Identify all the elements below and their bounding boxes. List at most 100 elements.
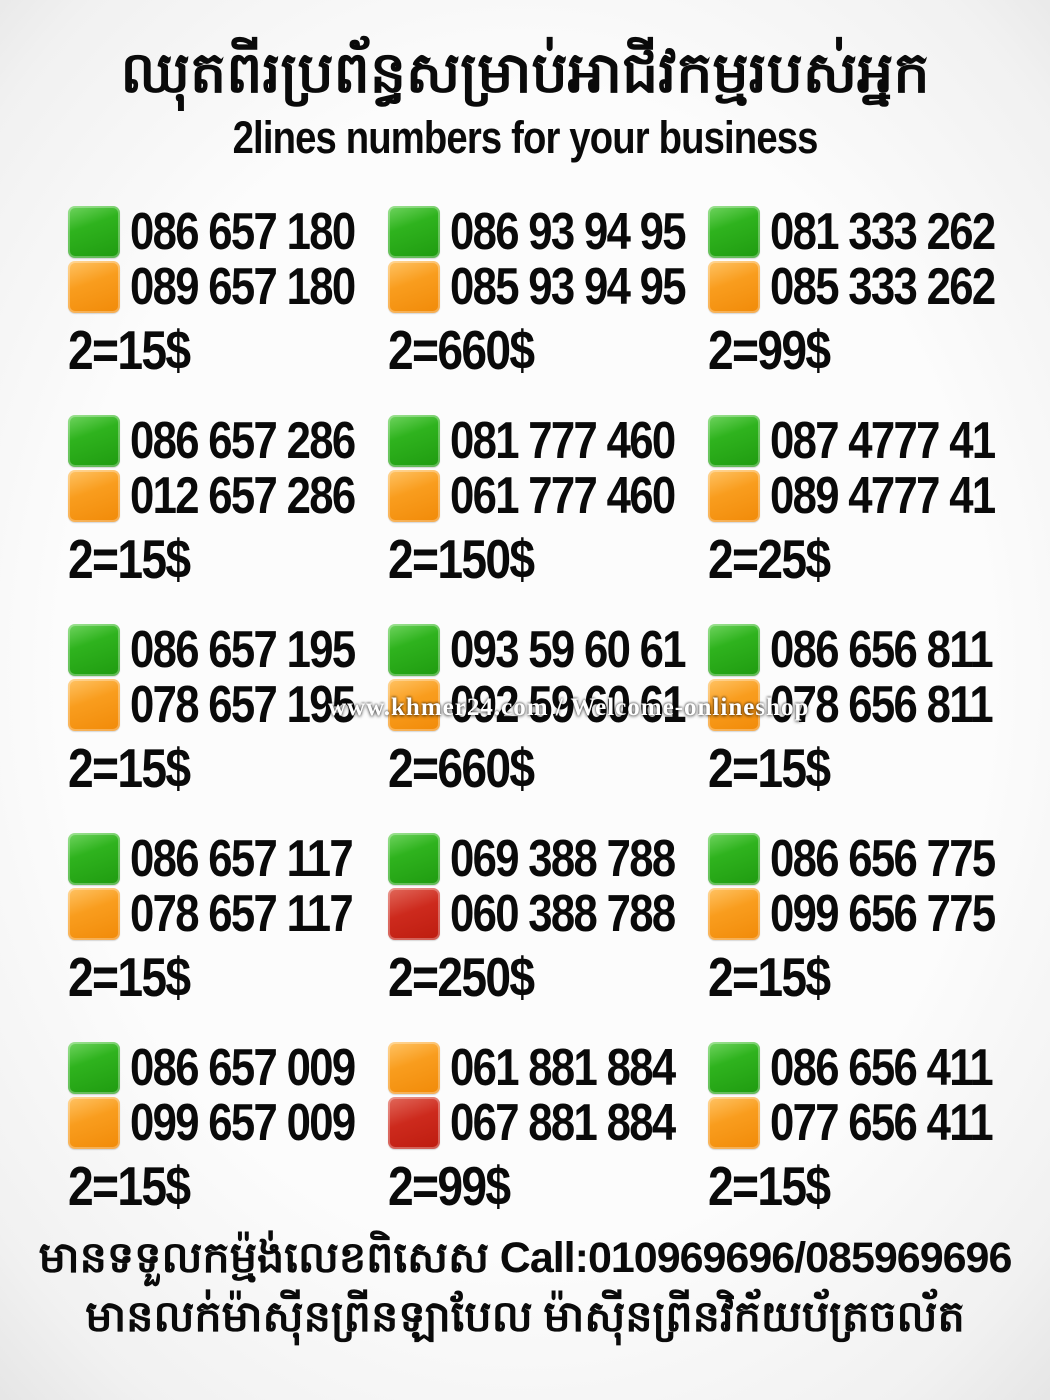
- phone-number: 086 656 811: [770, 621, 994, 680]
- price-label: 2=15$: [708, 1155, 831, 1218]
- number-card: 093 59 60 61 092 59 60 61 2=660$: [388, 621, 708, 800]
- number-line: 061 777 460: [388, 467, 708, 525]
- phone-number: 081 333 262: [770, 203, 996, 262]
- page-subtitle-text: 2lines numbers for your business: [232, 112, 819, 164]
- number-line: 085 93 94 95: [388, 258, 708, 316]
- phone-number: 099 657 009: [130, 1094, 356, 1153]
- header: ឈុតពីរប្រព័ន្ធសម្រាប់អាជីវកម្មរបស់អ្នក 2…: [0, 0, 1050, 164]
- number-card: 086 656 811 078 656 811 2=15$: [708, 621, 1037, 800]
- price-label: 2=250$: [388, 946, 535, 1009]
- footer-line1-khmer: មានទទួលកម្ម៉ង់លេខពិសេស: [38, 1234, 490, 1282]
- number-card: 069 388 788 060 388 788 2=250$: [388, 830, 708, 1009]
- sim-color-square-icon: [388, 470, 440, 523]
- sim-color-square-icon: [68, 888, 120, 941]
- sim-color-square-icon: [68, 261, 120, 314]
- number-line: 060 388 788: [388, 885, 708, 943]
- number-card: 086 657 009 099 657 009 2=15$: [68, 1039, 388, 1218]
- number-card: 086 657 180 089 657 180 2=15$: [68, 203, 388, 382]
- number-line: 081 777 460: [388, 412, 708, 470]
- phone-number: 078 657 195: [130, 676, 356, 735]
- card-lines: 081 777 460 061 777 460: [388, 412, 708, 525]
- price-label: 2=15$: [68, 319, 191, 382]
- price-label: 2=15$: [68, 1155, 191, 1218]
- numbers-grid: 086 657 180 089 657 180 2=15$ 086 93 94 …: [0, 203, 1050, 1218]
- phone-number: 061 881 884: [450, 1039, 676, 1098]
- number-line: 089 4777 41: [708, 467, 1037, 525]
- sim-color-square-icon: [68, 206, 120, 259]
- phone-number: 085 333 262: [770, 258, 996, 317]
- phone-number: 089 657 180: [130, 258, 356, 317]
- card-lines: 093 59 60 61 092 59 60 61: [388, 621, 708, 734]
- card-lines: 086 657 009 099 657 009: [68, 1039, 388, 1152]
- number-line: 012 657 286: [68, 467, 388, 525]
- phone-number: 086 657 117: [130, 830, 354, 889]
- sim-color-square-icon: [68, 833, 120, 886]
- sim-color-square-icon: [388, 833, 440, 886]
- number-line: 092 59 60 61: [388, 676, 708, 734]
- price-label: 2=25$: [708, 528, 831, 591]
- phone-number: 061 777 460: [450, 467, 676, 526]
- card-lines: 086 656 775 099 656 775: [708, 830, 1037, 943]
- sim-color-square-icon: [68, 679, 120, 732]
- card-lines: 086 657 180 089 657 180: [68, 203, 388, 316]
- sim-color-square-icon: [708, 624, 760, 677]
- number-line: 086 93 94 95: [388, 203, 708, 261]
- sim-color-square-icon: [708, 1042, 760, 1095]
- sim-color-square-icon: [388, 624, 440, 677]
- phone-number: 078 656 811: [770, 676, 994, 735]
- number-card: 087 4777 41 089 4777 41 2=25$: [708, 412, 1037, 591]
- phone-number: 093 59 60 61: [450, 621, 687, 680]
- number-line: 099 656 775: [708, 885, 1037, 943]
- phone-number: 086 656 411: [770, 1039, 994, 1098]
- sim-color-square-icon: [708, 833, 760, 886]
- number-line: 086 657 180: [68, 203, 388, 261]
- sim-color-square-icon: [708, 261, 760, 314]
- sim-color-square-icon: [388, 1097, 440, 1150]
- sim-color-square-icon: [388, 261, 440, 314]
- price-label: 2=15$: [68, 946, 191, 1009]
- number-card: 061 881 884 067 881 884 2=99$: [388, 1039, 708, 1218]
- number-line: 093 59 60 61: [388, 621, 708, 679]
- sim-color-square-icon: [68, 1097, 120, 1150]
- number-card: 086 657 195 078 657 195 2=15$: [68, 621, 388, 800]
- number-card: 086 656 411 077 656 411 2=15$: [708, 1039, 1037, 1218]
- sim-color-square-icon: [708, 888, 760, 941]
- number-line: 085 333 262: [708, 258, 1037, 316]
- sim-color-square-icon: [68, 624, 120, 677]
- number-line: 086 657 117: [68, 830, 388, 888]
- phone-number: 069 388 788: [450, 830, 676, 889]
- phone-number: 086 656 775: [770, 830, 996, 889]
- sim-color-square-icon: [68, 470, 120, 523]
- number-card: 086 657 117 078 657 117 2=15$: [68, 830, 388, 1009]
- card-lines: 086 656 411 077 656 411: [708, 1039, 1037, 1152]
- phone-number: 078 657 117: [130, 885, 354, 944]
- sim-color-square-icon: [708, 415, 760, 468]
- number-line: 078 656 811: [708, 676, 1037, 734]
- phone-number: 092 59 60 61: [450, 676, 687, 735]
- phone-number: 077 656 411: [770, 1094, 994, 1153]
- number-line: 067 881 884: [388, 1094, 708, 1152]
- number-line: 061 881 884: [388, 1039, 708, 1097]
- phone-number: 067 881 884: [450, 1094, 676, 1153]
- card-lines: 086 657 117 078 657 117: [68, 830, 388, 943]
- card-lines: 081 333 262 085 333 262: [708, 203, 1037, 316]
- phone-number: 060 388 788: [450, 885, 676, 944]
- phone-number: 086 657 195: [130, 621, 356, 680]
- page-subtitle-english: 2lines numbers for your business: [0, 112, 1050, 164]
- number-card: 086 93 94 95 085 93 94 95 2=660$: [388, 203, 708, 382]
- card-lines: 086 93 94 95 085 93 94 95: [388, 203, 708, 316]
- number-line: 078 657 195: [68, 676, 388, 734]
- price-label: 2=660$: [388, 737, 535, 800]
- phone-number: 086 93 94 95: [450, 203, 687, 262]
- phone-number: 081 777 460: [450, 412, 676, 471]
- card-lines: 086 657 195 078 657 195: [68, 621, 388, 734]
- page-title-khmer: ឈុតពីរប្រព័ន្ធសម្រាប់អាជីវកម្មរបស់អ្នក: [120, 42, 930, 105]
- number-card: 081 333 262 085 333 262 2=99$: [708, 203, 1037, 382]
- number-line: 087 4777 41: [708, 412, 1037, 470]
- price-label: 2=99$: [708, 319, 831, 382]
- sim-color-square-icon: [708, 1097, 760, 1150]
- footer-line1: មានទទួលកម្ម៉ង់លេខពិសេស Call:010969696/08…: [0, 1232, 1050, 1286]
- footer-line2-khmer: មានលក់ម៉ាស៊ីនព្រីនឡាបែល ម៉ាស៊ីនព្រីនវិក័…: [85, 1294, 965, 1342]
- footer-call-numbers: Call:010969696/085969696: [499, 1233, 1013, 1282]
